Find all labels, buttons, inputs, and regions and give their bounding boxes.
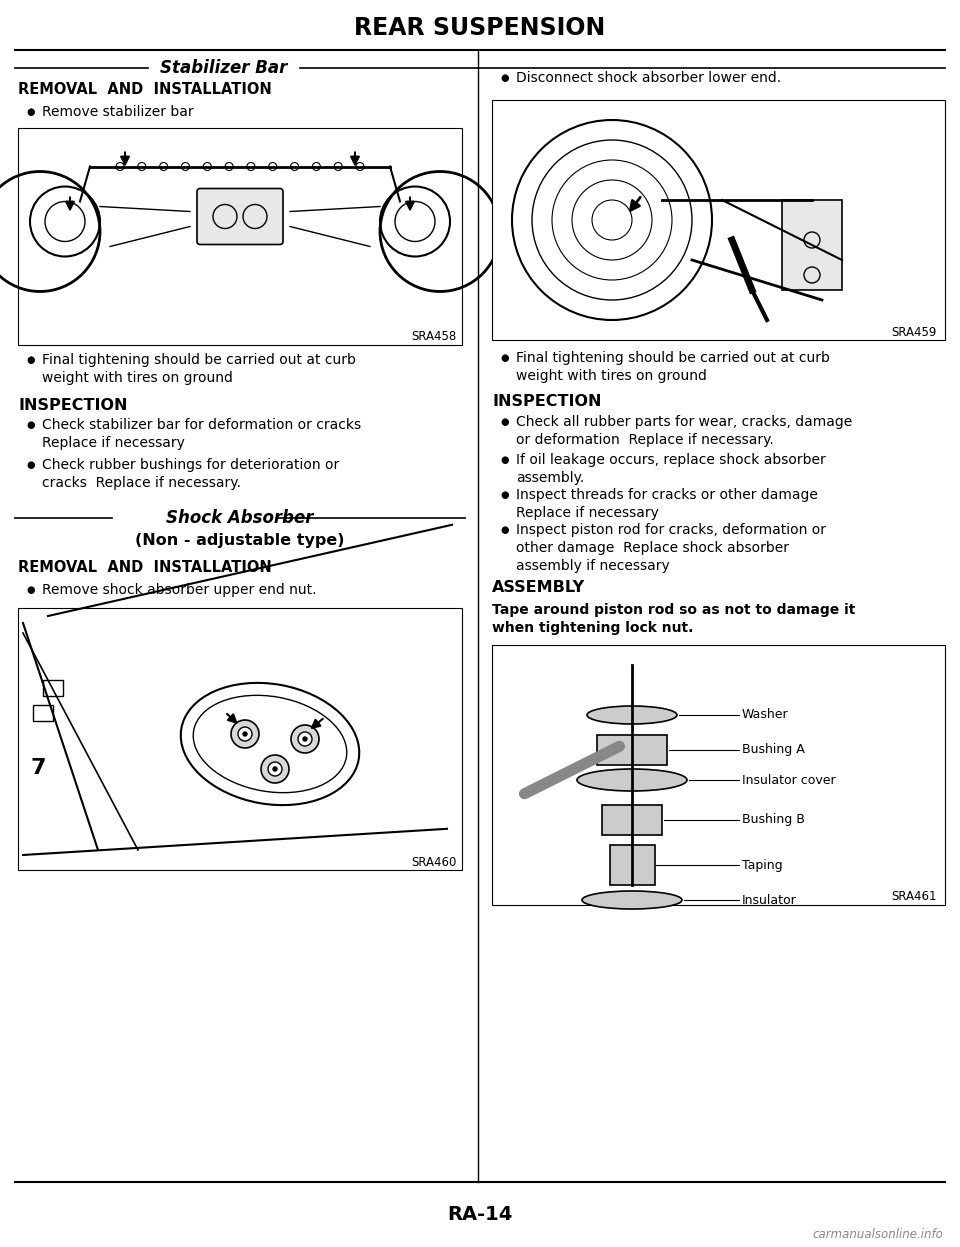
Text: weight with tires on ground: weight with tires on ground bbox=[42, 372, 233, 385]
Text: Insulator cover: Insulator cover bbox=[742, 773, 835, 787]
Circle shape bbox=[261, 754, 289, 783]
Circle shape bbox=[269, 162, 276, 171]
Text: ●: ● bbox=[500, 525, 509, 535]
Ellipse shape bbox=[180, 683, 359, 806]
Bar bbox=[18, 609, 462, 870]
Circle shape bbox=[268, 762, 282, 776]
Text: 7: 7 bbox=[30, 758, 45, 778]
Text: Washer: Washer bbox=[742, 708, 788, 722]
Circle shape bbox=[225, 162, 233, 171]
Text: Remove stabilizer bar: Remove stabilizer bar bbox=[42, 105, 194, 118]
Text: Check all rubber parts for wear, cracks, damage: Check all rubber parts for wear, cracks,… bbox=[516, 415, 852, 429]
Text: cracks  Replace if necessary.: cracks Replace if necessary. bbox=[42, 476, 241, 490]
Text: Tape around piston rod so as not to damage it: Tape around piston rod so as not to dama… bbox=[492, 604, 855, 617]
Text: Inspect threads for cracks or other damage: Inspect threads for cracks or other dama… bbox=[516, 488, 818, 503]
Circle shape bbox=[159, 162, 168, 171]
Text: SRA461: SRA461 bbox=[892, 890, 937, 904]
Text: REAR SUSPENSION: REAR SUSPENSION bbox=[354, 16, 606, 40]
Text: Disconnect shock absorber lower end.: Disconnect shock absorber lower end. bbox=[516, 71, 781, 85]
Text: ●: ● bbox=[500, 416, 509, 426]
Circle shape bbox=[312, 162, 321, 171]
Circle shape bbox=[356, 162, 364, 171]
Text: ●: ● bbox=[26, 420, 35, 430]
Circle shape bbox=[291, 162, 299, 171]
Text: INSPECTION: INSPECTION bbox=[18, 398, 128, 413]
Text: (Non - adjustable type): (Non - adjustable type) bbox=[135, 532, 345, 547]
Text: ●: ● bbox=[500, 74, 509, 84]
Text: Final tightening should be carried out at curb: Final tightening should be carried out a… bbox=[42, 353, 356, 367]
Bar bbox=[492, 645, 945, 905]
Text: ●: ● bbox=[26, 585, 35, 595]
Circle shape bbox=[291, 725, 319, 753]
Text: Insulator: Insulator bbox=[742, 894, 797, 907]
Text: RA-14: RA-14 bbox=[447, 1206, 513, 1225]
Bar bbox=[597, 734, 667, 764]
Bar bbox=[43, 680, 63, 696]
Ellipse shape bbox=[587, 706, 677, 725]
Bar bbox=[610, 845, 655, 885]
Circle shape bbox=[298, 732, 312, 746]
Text: carmanualsonline.info: carmanualsonline.info bbox=[812, 1228, 944, 1242]
Text: ASSEMBLY: ASSEMBLY bbox=[492, 581, 586, 596]
Text: Bushing B: Bushing B bbox=[742, 813, 804, 827]
Text: ●: ● bbox=[26, 107, 35, 117]
Text: Check stabilizer bar for deformation or cracks: Check stabilizer bar for deformation or … bbox=[42, 418, 361, 431]
Circle shape bbox=[116, 162, 124, 171]
Text: or deformation  Replace if necessary.: or deformation Replace if necessary. bbox=[516, 433, 774, 446]
Bar bbox=[33, 705, 53, 721]
Circle shape bbox=[243, 732, 247, 736]
Ellipse shape bbox=[582, 892, 682, 909]
Text: INSPECTION: INSPECTION bbox=[492, 394, 602, 409]
Circle shape bbox=[138, 162, 146, 171]
Text: Stabilizer Bar: Stabilizer Bar bbox=[160, 59, 288, 77]
Text: weight with tires on ground: weight with tires on ground bbox=[516, 369, 707, 383]
Circle shape bbox=[273, 767, 277, 771]
Text: Replace if necessary: Replace if necessary bbox=[516, 506, 659, 520]
Text: when tightening lock nut.: when tightening lock nut. bbox=[492, 621, 693, 635]
Text: SRA458: SRA458 bbox=[412, 330, 457, 343]
Text: Check rubber bushings for deterioration or: Check rubber bushings for deterioration … bbox=[42, 458, 339, 473]
Circle shape bbox=[303, 737, 307, 741]
Circle shape bbox=[231, 720, 259, 748]
Text: ●: ● bbox=[500, 353, 509, 363]
Circle shape bbox=[238, 727, 252, 741]
Ellipse shape bbox=[577, 769, 687, 791]
Text: assembly if necessary: assembly if necessary bbox=[516, 559, 670, 574]
Text: ●: ● bbox=[500, 490, 509, 500]
Circle shape bbox=[247, 162, 255, 171]
Text: SRA459: SRA459 bbox=[892, 325, 937, 338]
Text: assembly.: assembly. bbox=[516, 471, 585, 485]
Ellipse shape bbox=[193, 696, 347, 793]
Bar bbox=[782, 200, 842, 291]
Text: ●: ● bbox=[500, 455, 509, 465]
Text: ●: ● bbox=[26, 355, 35, 365]
Text: Bushing A: Bushing A bbox=[742, 743, 804, 757]
Text: REMOVAL  AND  INSTALLATION: REMOVAL AND INSTALLATION bbox=[18, 560, 272, 576]
Text: ●: ● bbox=[26, 460, 35, 470]
Text: Taping: Taping bbox=[742, 858, 782, 872]
Circle shape bbox=[334, 162, 342, 171]
Text: Final tightening should be carried out at curb: Final tightening should be carried out a… bbox=[516, 350, 829, 365]
Bar bbox=[18, 128, 462, 345]
Text: Remove shock absorber upper end nut.: Remove shock absorber upper end nut. bbox=[42, 584, 317, 597]
Text: other damage  Replace shock absorber: other damage Replace shock absorber bbox=[516, 541, 789, 555]
FancyBboxPatch shape bbox=[197, 188, 283, 244]
Text: SRA460: SRA460 bbox=[412, 855, 457, 868]
Text: Replace if necessary: Replace if necessary bbox=[42, 436, 185, 450]
Text: Inspect piston rod for cracks, deformation or: Inspect piston rod for cracks, deformati… bbox=[516, 522, 826, 537]
Circle shape bbox=[181, 162, 189, 171]
Text: REMOVAL  AND  INSTALLATION: REMOVAL AND INSTALLATION bbox=[18, 82, 272, 97]
Bar bbox=[492, 100, 945, 340]
Circle shape bbox=[204, 162, 211, 171]
FancyArrowPatch shape bbox=[524, 746, 619, 794]
Text: Shock Absorber: Shock Absorber bbox=[166, 509, 314, 527]
Text: If oil leakage occurs, replace shock absorber: If oil leakage occurs, replace shock abs… bbox=[516, 453, 826, 466]
Bar bbox=[602, 806, 662, 835]
